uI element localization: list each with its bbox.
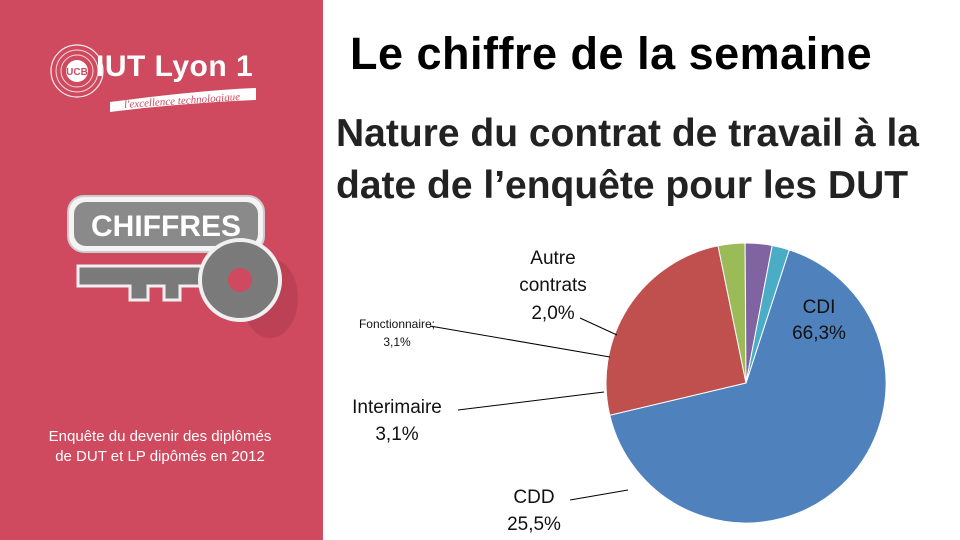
logo-mark-text: UCB <box>66 67 88 78</box>
label-cdi-value: 66,3% <box>792 323 846 344</box>
iut-logo-mark: UCB <box>50 44 104 98</box>
label-interimaire-name: Interimaire <box>352 397 442 418</box>
badge-label: CHIFFRES <box>91 210 241 243</box>
chiffres-key-icon: CHIFFRES <box>67 195 298 338</box>
label-fonctionnaire-name: Fonctionnaire; <box>359 317 435 331</box>
pie-slice-cdd <box>605 245 747 416</box>
label-autre-line1: Autre <box>530 248 575 269</box>
survey-note: Enquête du devenir des diplômés de DUT e… <box>48 428 272 465</box>
label-interimaire-value: 3,1% <box>375 424 418 445</box>
sidebar: UCB IUT Lyon 1 l'excellence technologiqu… <box>0 0 323 540</box>
logo-tagline-banner: l'excellence technologique <box>110 88 256 112</box>
pie-slice-autre-contrats <box>745 244 790 384</box>
pie-slice-cdi <box>609 249 887 524</box>
label-cdd-value: 25,5% <box>507 514 561 535</box>
label-cdi-name: CDI <box>803 297 836 318</box>
leader-line-cdd <box>569 489 629 501</box>
label-autre-value: 2,0% <box>531 303 574 324</box>
logo-name: IUT Lyon 1 <box>96 50 254 83</box>
chart-title: Nature du contrat de travail à la date d… <box>336 112 920 207</box>
page-title: Le chiffre de la semaine <box>350 28 873 79</box>
label-autre-line2: contrats <box>519 275 587 296</box>
leader-line-fonctionnaire <box>429 325 611 358</box>
leader-line-autre <box>579 317 618 336</box>
label-fonctionnaire-value: 3,1% <box>383 335 411 349</box>
leader-line-interimaire <box>457 391 605 411</box>
pie-slices <box>605 242 887 524</box>
leader-lines <box>429 317 629 501</box>
label-cdd-name: CDD <box>513 487 554 508</box>
